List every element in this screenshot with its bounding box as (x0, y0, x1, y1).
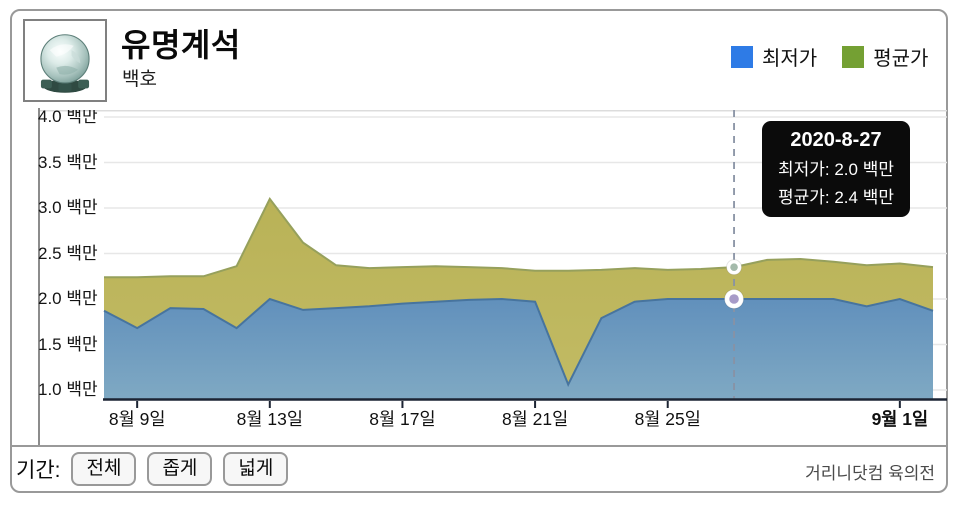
legend-label-avg[interactable]: 평균가 (873, 48, 929, 70)
y-axis-label: 3.5 백만 (38, 152, 98, 172)
hover-tooltip: 2020-8-27 최저가: 2.0 백만 평균가: 2.4 백만 (762, 121, 910, 217)
period-wide-button[interactable]: 넓게 (223, 452, 289, 486)
gem-stone-icon (40, 33, 90, 93)
period-controls: 기간: 전체 좁게 넓게 (16, 452, 289, 486)
tooltip-avg-price: 평균가: 2.4 백만 (777, 188, 894, 207)
legend-swatch-avg[interactable] (842, 45, 865, 68)
period-all-button[interactable]: 전체 (71, 452, 137, 486)
y-axis-label: 1.5 백만 (38, 334, 98, 354)
tooltip-min-price: 최저가: 2.0 백만 (777, 160, 894, 179)
y-axis-label: 4.0 백만 (38, 110, 98, 126)
tooltip-date: 2020-8-27 (790, 129, 882, 151)
chart-left-border (38, 108, 40, 445)
y-axis-label: 1.0 백만 (38, 380, 98, 399)
site-credit: 거리니닷컴 육의전 (805, 464, 935, 483)
legend-swatch-min[interactable] (731, 45, 753, 68)
item-icon-box (23, 19, 107, 102)
y-axis-label: 3.0 백만 (38, 198, 98, 217)
item-title: 유명계석 (121, 27, 241, 63)
y-axis-label: 2.5 백만 (38, 243, 98, 263)
y-axis-label: 2.0 백만 (38, 289, 98, 308)
legend-label-min[interactable]: 최저가 (762, 48, 818, 70)
y-axis-labels: 4.0 백만 3.5 백만 3.0 백만 2.5 백만 2.0 백만 1.5 백만 1.0 … (38, 110, 98, 445)
period-narrow-button[interactable]: 좁게 (147, 452, 213, 486)
period-label: 기간: (16, 459, 61, 482)
server-name: 백호 (122, 69, 157, 90)
footer-divider (11, 445, 947, 447)
chart-legend: 최저가 평균가 (731, 42, 928, 71)
